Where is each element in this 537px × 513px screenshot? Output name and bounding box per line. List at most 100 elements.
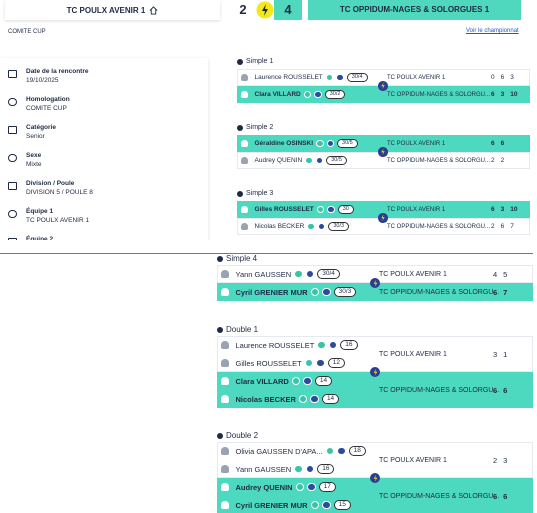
player-rank: 30 <box>337 204 354 215</box>
set-score: 6 <box>491 91 495 98</box>
team-block <box>217 442 533 478</box>
badge-icon <box>314 90 322 99</box>
player-rank: 30/4 <box>346 72 368 83</box>
badge-icon <box>295 482 305 492</box>
info-icon <box>8 126 17 134</box>
player-name: Laurence ROUSSELET <box>235 340 315 350</box>
ball-icon <box>237 190 243 197</box>
badge-icon <box>337 446 346 456</box>
match-title: Simple 1 <box>246 58 274 65</box>
info-value: TC POULX AVENIR 1 <box>26 217 90 224</box>
info-value: Senior <box>26 133 45 140</box>
info-icon <box>8 210 17 218</box>
player-row: Géraldine OSINSKI 30/5 <box>241 135 358 152</box>
set-score: 4 <box>493 269 498 279</box>
person-icon <box>221 359 229 367</box>
set-score: 6 <box>493 287 498 297</box>
player-row: Yann GAUSSEN 16 <box>221 460 335 478</box>
match-title: Double 1 <box>226 325 259 334</box>
info-label: Homologation <box>26 96 70 103</box>
badge-icon <box>316 205 325 214</box>
match-heading: Simple 4 <box>217 254 257 263</box>
player-name: Clara VILLARD <box>235 376 289 386</box>
badge-icon <box>317 222 326 231</box>
badge-icon <box>336 73 344 82</box>
home-score: 2 <box>239 2 247 17</box>
match-title: Double 2 <box>226 431 259 440</box>
player-row: Laurence ROUSSELET 16 <box>221 336 358 354</box>
player-row: Yann GAUSSEN 30/4 <box>221 265 340 283</box>
player-name: Yann GAUSSEN <box>235 464 292 474</box>
badge-icon <box>307 222 315 231</box>
ball-icon <box>217 432 223 439</box>
badge-icon <box>315 156 324 165</box>
badge-icon <box>305 156 313 165</box>
match-title: Simple 4 <box>226 254 258 263</box>
badge-icon <box>294 464 303 474</box>
person-icon <box>241 223 248 230</box>
player-row: Nicolas BECKER 14 <box>221 390 340 408</box>
badge-icon <box>326 139 335 148</box>
player-name: Laurence ROUSSELET <box>254 74 323 81</box>
match-heading: Double 2 <box>217 431 258 440</box>
badge-icon <box>328 340 338 350</box>
match-heading: Simple 2 <box>237 124 273 131</box>
bolt-icon <box>378 147 388 157</box>
person-icon <box>221 395 229 403</box>
set-score: 3 <box>510 74 514 81</box>
info-icon <box>8 238 17 240</box>
person-icon <box>241 206 248 213</box>
upper-section: TC POULX AVENIR 1 2 4 TC OPPIDUM-NAGES &… <box>0 0 537 240</box>
info-value: COMITE CUP <box>26 105 67 112</box>
info-icon <box>8 70 17 78</box>
ball-icon <box>217 255 223 262</box>
set-score: 10 <box>510 206 518 213</box>
badge-icon <box>304 358 314 368</box>
badge-icon <box>305 269 315 279</box>
championship-link[interactable]: Voir le championnat <box>466 28 519 34</box>
set-score: 2 <box>491 223 495 230</box>
set-score: 7 <box>503 287 508 297</box>
club-name: TC POULX AVENIR 1 <box>379 350 447 358</box>
lower-section: Simple 4 Yann GAUSSEN 30/4 TC POULX AVENIR … <box>0 254 537 513</box>
player-row: Laurence ROUSSELET 30/4 <box>241 69 368 86</box>
player-row: Clara VILLARD 30/2 <box>241 86 346 103</box>
info-value: 19/10/2025 <box>26 77 59 84</box>
person-icon <box>221 447 229 455</box>
club-name: TC OPPIDUM-NAGES & SOLORGU... <box>379 492 500 500</box>
person-icon <box>221 377 229 385</box>
away-team-box: TC OPPIDUM-NAGES & SOLORGUES 1 <box>308 0 521 20</box>
ball-icon <box>237 58 243 65</box>
badge-icon <box>310 287 320 297</box>
competition: COMITE CUP <box>8 29 46 35</box>
bolt-icon <box>378 213 388 223</box>
set-score: 6 <box>491 140 495 147</box>
player-row: Gilles ROUSSELET 30 <box>241 201 354 218</box>
scores: 6 3 10 <box>491 86 517 103</box>
player-name: Yann GAUSSEN <box>235 269 292 279</box>
set-score: 2 <box>500 157 505 164</box>
player-row: Olivia GAUSSEN D'APA... 18 <box>221 442 366 460</box>
set-score: 1 <box>503 349 508 359</box>
badge-icon <box>316 139 324 148</box>
info-icon <box>8 98 17 106</box>
club-name: TC OPPIDUM-NAGES & SOLORGU... <box>379 288 500 296</box>
player-row: Clara VILLARD 14 <box>221 372 333 390</box>
person-icon <box>241 91 248 98</box>
player-rank: 30/4 <box>317 268 340 280</box>
player-row: Gilles ROUSSELET 12 <box>221 354 346 372</box>
player-name: Audrey QUENIN <box>254 157 303 164</box>
person-icon <box>221 501 229 509</box>
player-name: Géraldine OSINSKI <box>254 140 314 147</box>
bolt-icon <box>369 472 381 484</box>
info-label: Catégorie <box>26 124 56 131</box>
club-name: TC OPPIDUM-NAGES & SOLORGU... <box>387 157 491 164</box>
player-name: Cyril GRENIER MUR <box>235 500 308 510</box>
